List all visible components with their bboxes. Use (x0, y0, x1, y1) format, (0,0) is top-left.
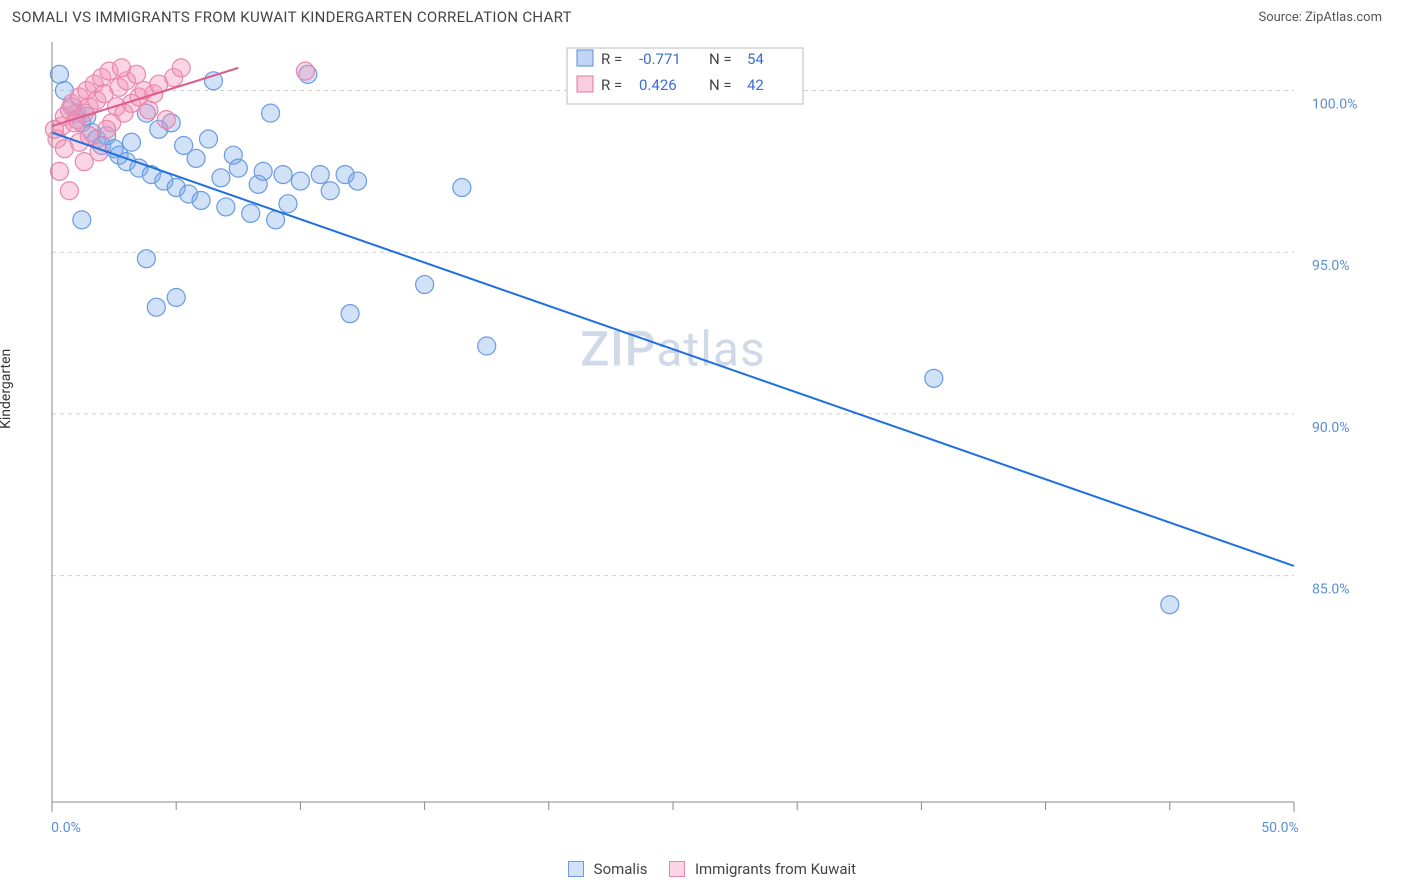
data-point (453, 179, 471, 197)
x-tick-label: 50.0% (1261, 820, 1299, 836)
data-point (140, 101, 158, 119)
y-tick-label: 85.0% (1312, 582, 1350, 598)
stats-swatch (577, 76, 593, 92)
legend-label-somalis: Somalis (594, 860, 648, 878)
stats-n-value: 54 (747, 50, 764, 68)
stats-n-label: N = (709, 76, 732, 94)
trend-line (52, 133, 1294, 566)
data-point (296, 62, 314, 80)
data-point (274, 166, 292, 184)
stats-n-label: N = (709, 50, 732, 68)
data-point (229, 159, 247, 177)
data-point (212, 169, 230, 187)
data-point (321, 182, 339, 200)
scatter-plot: 85.0%90.0%95.0%100.0%ZIPatlas0.0%50.0%R … (12, 42, 1394, 846)
data-point (925, 369, 943, 387)
data-point (73, 211, 91, 229)
data-point (50, 65, 68, 83)
data-point (187, 149, 205, 167)
data-point (279, 195, 297, 213)
data-point (80, 127, 98, 145)
source-label: Source: ZipAtlas.com (1258, 10, 1382, 25)
data-point (122, 133, 140, 151)
chart-container: Kindergarten 85.0%90.0%95.0%100.0%ZIPatl… (12, 42, 1394, 880)
data-point (262, 104, 280, 122)
legend-swatch-somalis (568, 861, 584, 877)
data-point (311, 166, 329, 184)
data-point (242, 204, 260, 222)
data-point (60, 182, 78, 200)
stats-r-label: R = (601, 76, 622, 94)
y-tick-label: 100.0% (1312, 97, 1357, 113)
data-point (172, 59, 190, 77)
data-point (192, 191, 210, 209)
data-point (254, 162, 272, 180)
chart-title: SOMALI VS IMMIGRANTS FROM KUWAIT KINDERG… (12, 8, 572, 26)
stats-swatch (577, 50, 593, 66)
data-point (50, 162, 68, 180)
data-point (98, 120, 116, 138)
y-axis-label: Kindergarten (0, 349, 14, 429)
stats-r-label: R = (601, 50, 622, 68)
y-tick-label: 95.0% (1312, 258, 1350, 274)
data-point (137, 250, 155, 268)
data-point (217, 198, 235, 216)
chart-header: SOMALI VS IMMIGRANTS FROM KUWAIT KINDERG… (0, 0, 1406, 30)
bottom-legend: Somalis Immigrants from Kuwait (12, 860, 1394, 878)
data-point (291, 172, 309, 190)
legend-label-kuwait: Immigrants from Kuwait (695, 860, 856, 878)
data-point (157, 111, 175, 129)
data-point (416, 276, 434, 294)
stats-r-value: -0.771 (639, 50, 681, 68)
data-point (147, 298, 165, 316)
x-tick-label: 0.0% (51, 820, 81, 836)
data-point (341, 305, 359, 323)
y-tick-label: 90.0% (1312, 420, 1350, 436)
data-point (113, 59, 131, 77)
data-point (199, 130, 217, 148)
data-point (1161, 596, 1179, 614)
data-point (478, 337, 496, 355)
data-point (167, 288, 185, 306)
stats-r-value: 0.426 (639, 76, 677, 94)
legend-swatch-kuwait (669, 861, 685, 877)
stats-n-value: 42 (747, 76, 764, 94)
data-point (349, 172, 367, 190)
